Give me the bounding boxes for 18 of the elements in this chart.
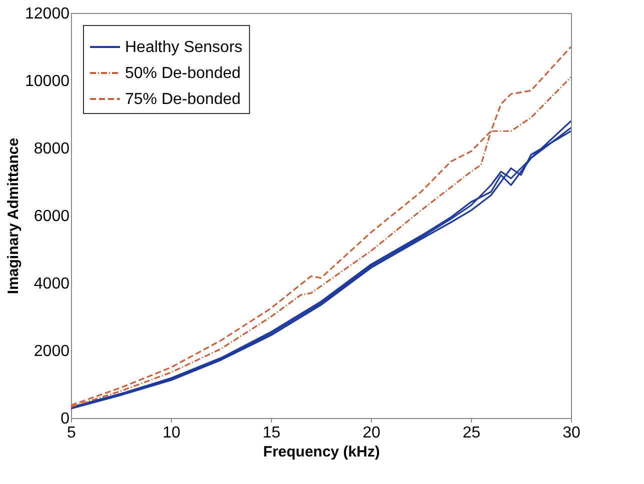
- y-tick-label: 4000: [34, 276, 70, 292]
- legend-label: 75% De-bonded: [125, 91, 241, 108]
- y-tick-label: 8000: [34, 140, 70, 158]
- legend-label: Healthy Sensors: [125, 39, 242, 56]
- y-axis-title: Imaginary Admittance: [5, 138, 22, 294]
- legend-label: 50% De-bonded: [125, 65, 241, 82]
- y-tick-label: 10000: [25, 73, 70, 90]
- y-tick-label: 6000: [34, 208, 70, 225]
- x-tick-label: 5: [67, 424, 76, 442]
- x-tick-label: 25: [462, 424, 480, 442]
- x-tick-label: 20: [362, 424, 380, 442]
- y-tick-label: 2000: [34, 343, 70, 360]
- x-tick-label: 10: [162, 424, 180, 442]
- y-tick-label: 12000: [25, 6, 70, 22]
- x-tick-label: 15: [262, 424, 280, 442]
- x-axis-title: Frequency (kHz): [263, 444, 380, 460]
- x-tick-label: 30: [562, 424, 580, 442]
- y-tick-label: 0: [60, 410, 70, 428]
